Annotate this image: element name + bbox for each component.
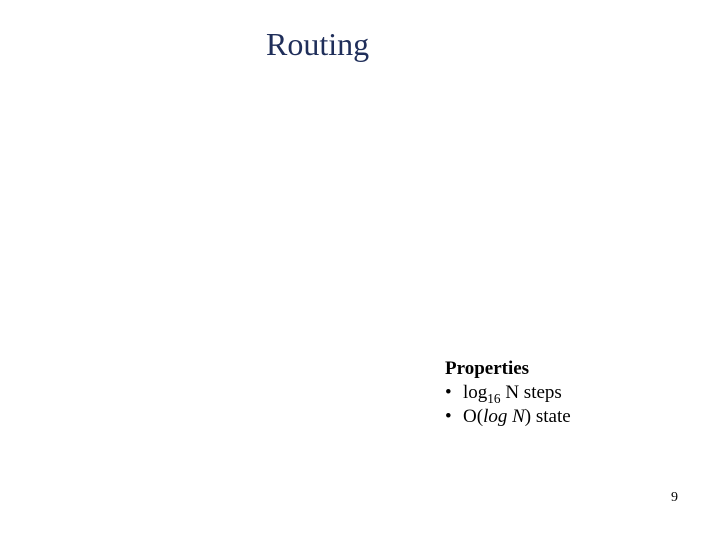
bullet-2-suffix: ) state	[525, 406, 571, 427]
properties-bullet-2: •O(log N) state	[445, 405, 571, 429]
bullet-2-italic: log N	[483, 406, 525, 427]
slide-title: Routing	[266, 26, 369, 63]
bullet-dot-icon: •	[445, 405, 463, 429]
properties-block: Properties •log16 N steps •O(log N) stat…	[445, 357, 571, 428]
page-number: 9	[671, 490, 678, 506]
bullet-1-prefix: log	[463, 382, 487, 403]
slide: Routing Properties •log16 N steps •O(log…	[0, 0, 720, 540]
bullet-1-suffix: N steps	[501, 382, 562, 403]
bullet-2-prefix: O(	[463, 406, 483, 427]
bullet-dot-icon: •	[445, 381, 463, 405]
properties-header: Properties	[445, 357, 571, 381]
bullet-1-subscript: 16	[487, 391, 500, 406]
properties-bullet-1: •log16 N steps	[445, 381, 571, 405]
